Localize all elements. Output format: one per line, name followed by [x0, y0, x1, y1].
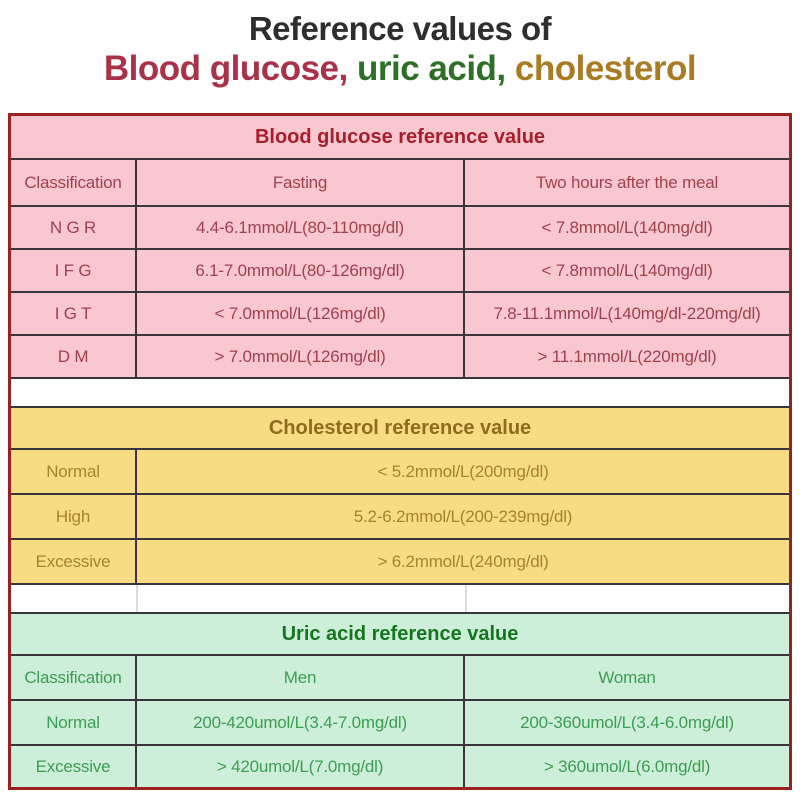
- table-cell: 200-420umol/L(3.4-7.0mg/dl): [137, 701, 465, 744]
- row-label: Excessive: [11, 540, 137, 583]
- table-cell: > 420umol/L(7.0mg/dl): [137, 746, 465, 787]
- section-gap: [11, 379, 789, 406]
- table-row-normal: Normal 200-420umol/L(3.4-7.0mg/dl) 200-3…: [11, 701, 789, 746]
- table-cell: < 7.0mmol/L(126mg/dl): [137, 293, 465, 334]
- table-cell: > 360umol/L(6.0mg/dl): [543, 756, 711, 776]
- row-label: High: [11, 495, 137, 538]
- row-label: Normal: [11, 450, 137, 493]
- table-cell: 6.1-7.0mmol/L(80-126mg/dl): [137, 250, 465, 291]
- subtitle-blood-glucose: Blood glucose,: [103, 49, 348, 89]
- column-header-men: Men: [137, 656, 465, 699]
- table-row-excessive: Excessive > 420umol/L(7.0mg/dl) > 360umo…: [11, 746, 789, 787]
- table-row-normal: Normal < 5.2mmol/L(200mg/dl): [11, 450, 789, 495]
- column-header-woman: Woman: [598, 667, 656, 687]
- uric-acid-table: Uric acid reference value Classification…: [11, 612, 789, 787]
- table-cell: 5.2-6.2mmol/L(200-239mg/dl): [353, 506, 573, 526]
- column-header-classification: Classification: [11, 160, 137, 205]
- table-cell: < 7.8mmol/L(140mg/dl): [541, 217, 713, 237]
- cholesterol-table: Cholesterol reference value Normal < 5.2…: [11, 406, 789, 585]
- subtitle-uric-acid: uric acid,: [347, 49, 506, 89]
- row-label: D M: [11, 336, 137, 377]
- cholesterol-table-title: Cholesterol reference value: [11, 408, 789, 450]
- table-cell: 4.4-6.1mmol/L(80-110mg/dl): [137, 207, 465, 248]
- page-title: Reference values of: [248, 10, 552, 47]
- page-title-block: Reference values of Blood glucose, uric …: [0, 0, 800, 90]
- table-cell: < 5.2mmol/L(200mg/dl): [377, 461, 549, 481]
- row-label: N G R: [11, 207, 137, 248]
- table-cell: > 6.2mmol/L(240mg/dl): [377, 551, 549, 571]
- table-row-ifg: I F G 6.1-7.0mmol/L(80-126mg/dl) < 7.8mm…: [11, 250, 789, 293]
- subtitle-cholesterol: cholesterol: [505, 49, 697, 89]
- table-cell: < 7.8mmol/L(140mg/dl): [541, 260, 713, 280]
- blood-glucose-header-row: Classification Fasting Two hours after t…: [11, 160, 789, 207]
- row-label: I G T: [11, 293, 137, 334]
- uric-acid-table-title: Uric acid reference value: [11, 614, 789, 656]
- section-gap: [11, 585, 789, 612]
- row-label: Excessive: [11, 746, 137, 787]
- table-row-dm: D M > 7.0mmol/L(126mg/dl) > 11.1mmol/L(2…: [11, 336, 789, 379]
- row-label: Normal: [11, 701, 137, 744]
- table-cell: 200-360umol/L(3.4-6.0mg/dl): [520, 712, 734, 732]
- table-cell: 7.8-11.1mmol/L(140mg/dl-220mg/dl): [493, 303, 761, 323]
- column-header-fasting: Fasting: [137, 160, 465, 205]
- uric-acid-header-row: Classification Men Woman: [11, 656, 789, 701]
- table-row-excessive: Excessive > 6.2mmol/L(240mg/dl): [11, 540, 789, 585]
- table-cell: > 11.1mmol/L(220mg/dl): [537, 346, 717, 366]
- table-cell: > 7.0mmol/L(126mg/dl): [137, 336, 465, 377]
- reference-tables-frame: Blood glucose reference value Classifica…: [8, 113, 792, 790]
- column-header-classification: Classification: [11, 656, 137, 699]
- table-row-igt: I G T < 7.0mmol/L(126mg/dl) 7.8-11.1mmol…: [11, 293, 789, 336]
- table-row-ngr: N G R 4.4-6.1mmol/L(80-110mg/dl) < 7.8mm…: [11, 207, 789, 250]
- gap-divider-line: [136, 585, 138, 612]
- gap-divider-line: [465, 585, 467, 612]
- column-header-two-hours: Two hours after the meal: [535, 172, 719, 192]
- table-row-high: High 5.2-6.2mmol/L(200-239mg/dl): [11, 495, 789, 540]
- blood-glucose-table: Blood glucose reference value Classifica…: [11, 116, 789, 379]
- blood-glucose-table-title: Blood glucose reference value: [11, 116, 789, 160]
- row-label: I F G: [11, 250, 137, 291]
- page-subtitle: Blood glucose, uric acid, cholesterol: [0, 49, 800, 89]
